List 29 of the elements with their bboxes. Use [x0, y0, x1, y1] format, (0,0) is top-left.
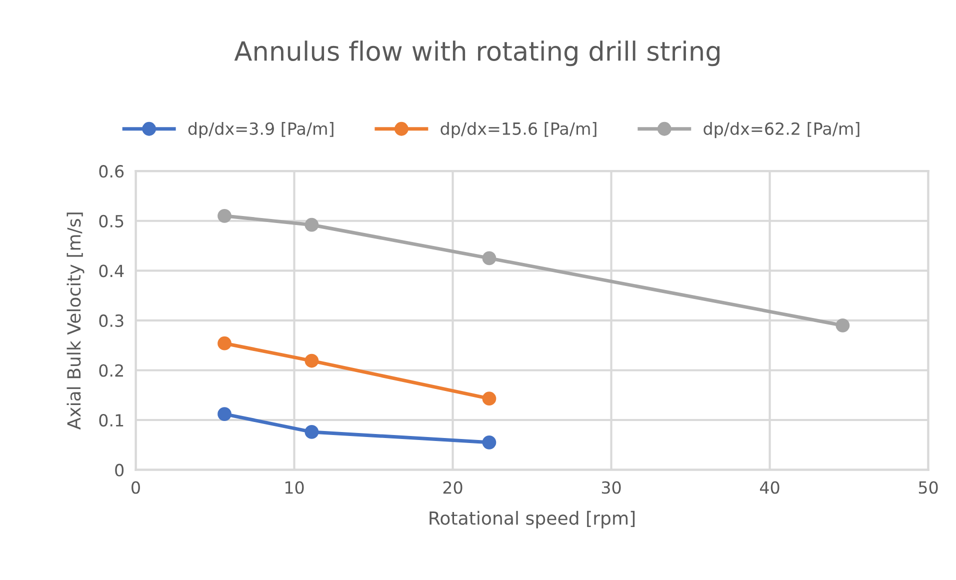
y-tick-label: 0.2 [99, 364, 123, 377]
x-tick-label: 20 [443, 481, 462, 494]
y-tick-label: 0.4 [99, 264, 124, 278]
point [482, 435, 496, 450]
y-tick-label: 0 [115, 464, 124, 476]
point [304, 425, 319, 439]
point [482, 251, 496, 266]
point [304, 218, 319, 232]
chart-title: Annulus flow with rotating drill string [234, 40, 720, 66]
x-axis-title: Rotational speed [rpm] [430, 510, 635, 528]
point [218, 407, 232, 421]
x-tick-label: 30 [602, 481, 621, 494]
y-tick-label: 0.6 [99, 165, 124, 178]
legend-label: dp/dx=15.6 [Pa/m] [440, 122, 596, 138]
x-tick-label: 0 [132, 481, 140, 494]
legend-label: dp/dx=62.2 [Pa/m] [704, 122, 860, 138]
y-tick-label: 0.3 [99, 314, 124, 328]
legend-label: dp/dx=3.9 [Pa/m] [188, 122, 334, 138]
point [836, 318, 850, 332]
y-tick-label: 0.1 [99, 414, 124, 427]
y-tick-label: 0.5 [99, 214, 124, 228]
y-axis-title: Axial Bulk Velocity [m/s] [66, 212, 84, 430]
point [218, 208, 232, 223]
x-tick-label: 10 [285, 481, 304, 494]
point [304, 354, 319, 368]
point [218, 336, 232, 350]
x-tick-label: 40 [760, 481, 780, 494]
point [482, 392, 496, 406]
x-tick-label: 50 [918, 481, 938, 494]
